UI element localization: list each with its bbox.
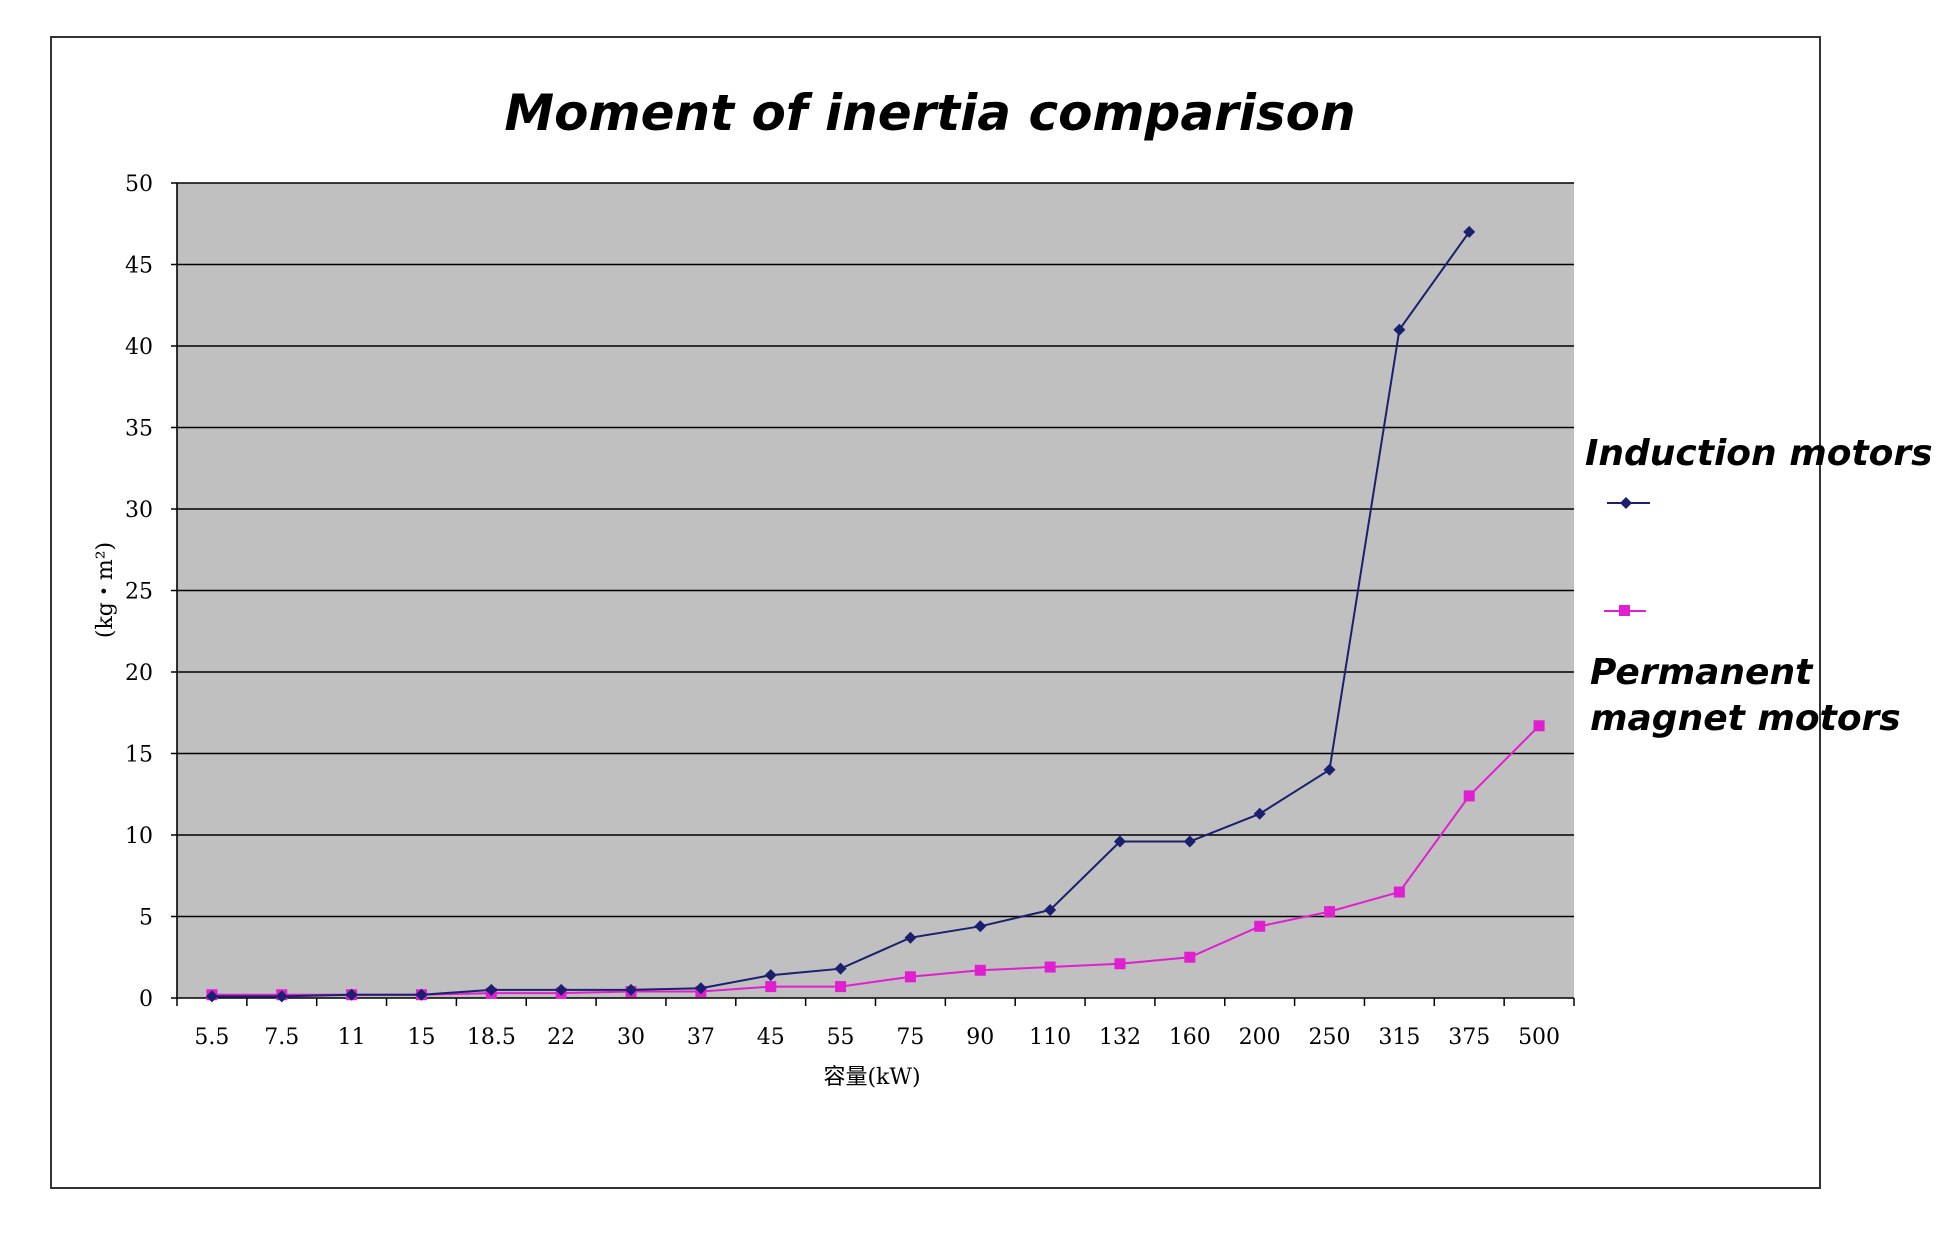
data-point-permanent-18 — [1463, 790, 1475, 802]
data-point-permanent-8 — [765, 981, 777, 993]
y-tick-label: 10 — [125, 824, 153, 849]
legend-marker-induction — [1620, 497, 1632, 509]
x-tick-label: 45 — [757, 1025, 785, 1050]
data-point-induction-4 — [485, 983, 498, 996]
data-point-induction-18 — [1463, 225, 1476, 238]
legend-marker-permanent — [1619, 605, 1630, 616]
x-tick-label: 22 — [547, 1025, 575, 1050]
legend: Induction motors Permanent magnet motors — [1585, 433, 1933, 739]
data-point-induction-15 — [1253, 807, 1266, 820]
y-tick-label: 30 — [125, 498, 153, 523]
x-tick-label: 250 — [1309, 1025, 1351, 1050]
x-tick-label: 55 — [827, 1025, 855, 1050]
x-tick-label: 110 — [1029, 1025, 1071, 1050]
legend-label-induction: Induction motors — [1585, 433, 1933, 474]
y-tick-label: 50 — [125, 172, 153, 197]
x-tick-label: 30 — [617, 1025, 645, 1050]
data-point-permanent-19 — [1533, 720, 1545, 732]
y-tick-label: 40 — [125, 335, 153, 360]
y-tick-label: 35 — [125, 417, 153, 442]
data-point-induction-6 — [625, 983, 638, 996]
y-tick-label: 25 — [125, 580, 153, 605]
data-point-induction-17 — [1393, 323, 1406, 336]
data-point-induction-16 — [1323, 763, 1336, 776]
x-tick-label: 315 — [1378, 1025, 1420, 1050]
data-point-permanent-10 — [904, 971, 916, 983]
y-tick-label: 45 — [125, 254, 153, 279]
data-point-induction-8 — [764, 969, 777, 982]
data-point-induction-10 — [904, 931, 917, 944]
data-point-permanent-14 — [1184, 951, 1196, 963]
data-point-permanent-15 — [1254, 920, 1266, 932]
data-point-induction-0 — [205, 990, 218, 1003]
data-point-induction-2 — [345, 988, 358, 1001]
data-point-permanent-13 — [1114, 958, 1126, 970]
data-point-induction-1 — [275, 990, 288, 1003]
data-point-induction-13 — [1113, 835, 1126, 848]
x-tick-label: 160 — [1169, 1025, 1211, 1050]
legend-label-permanent-line2: magnet motors — [1590, 698, 1901, 739]
x-tick-label: 5.5 — [194, 1025, 229, 1050]
data-point-induction-12 — [1044, 903, 1057, 916]
y-tick-label: 15 — [125, 743, 153, 768]
x-tick-label: 375 — [1448, 1025, 1490, 1050]
x-axis-label: 容量(kW) — [823, 1065, 920, 1090]
x-tick-label: 90 — [966, 1025, 994, 1050]
x-tick-label: 500 — [1518, 1025, 1560, 1050]
y-axis-label: (kg・m²) — [93, 542, 118, 638]
data-point-induction-14 — [1183, 835, 1196, 848]
data-point-permanent-16 — [1324, 906, 1336, 918]
x-tick-label: 11 — [338, 1025, 366, 1050]
y-tick-label: 0 — [139, 987, 153, 1012]
data-point-induction-3 — [415, 988, 428, 1001]
x-tick-label: 7.5 — [264, 1025, 299, 1050]
x-tick-label: 15 — [407, 1025, 435, 1050]
x-tick-label: 200 — [1239, 1025, 1281, 1050]
data-point-induction-5 — [555, 983, 568, 996]
data-point-permanent-9 — [835, 981, 847, 993]
data-point-induction-7 — [694, 982, 707, 995]
x-tick-label: 37 — [687, 1025, 715, 1050]
y-tick-label: 5 — [139, 906, 153, 931]
x-tick-label: 75 — [896, 1025, 924, 1050]
legend-label-permanent-line1: Permanent — [1590, 652, 1814, 693]
data-point-permanent-11 — [974, 964, 986, 976]
x-tick-label: 18.5 — [467, 1025, 516, 1050]
data-point-permanent-17 — [1393, 886, 1405, 898]
data-point-induction-11 — [974, 920, 987, 933]
x-tick-label: 132 — [1099, 1025, 1141, 1050]
chart-title: Moment of inertia comparison — [504, 84, 1355, 142]
y-tick-label: 20 — [125, 661, 153, 686]
data-point-permanent-12 — [1044, 961, 1056, 973]
data-point-induction-9 — [834, 962, 847, 975]
